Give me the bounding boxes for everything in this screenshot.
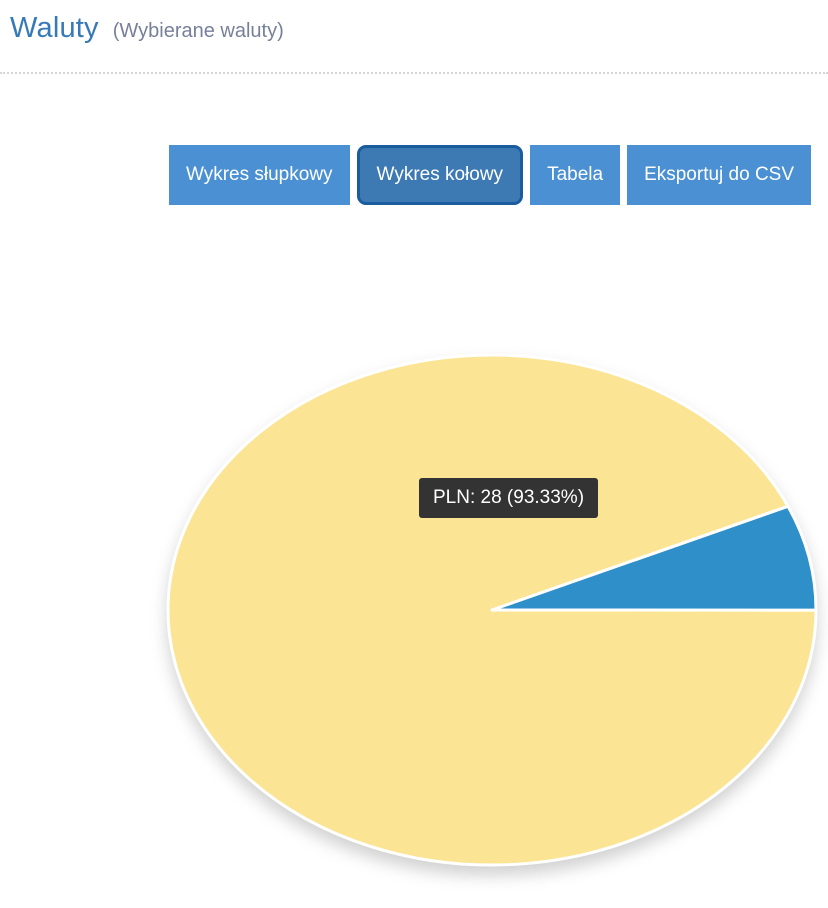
pie-slice-other[interactable]: [490, 504, 818, 612]
page-title: Waluty: [10, 12, 99, 44]
chart-area: PLN: 28 (93.33%): [0, 205, 828, 908]
page-subtitle: (Wybierane waluty): [112, 20, 284, 42]
chart-toolbar: Wykres słupkowy Wykres kołowy Tabela Eks…: [0, 145, 828, 205]
bar-chart-button[interactable]: Wykres słupkowy: [168, 145, 350, 205]
page-header: Waluty (Wybierane waluty): [0, 0, 828, 74]
pie-chart: [166, 353, 818, 867]
export-csv-button[interactable]: Eksportuj do CSV: [627, 145, 812, 205]
table-button[interactable]: Tabela: [530, 145, 621, 205]
pie-chart-button[interactable]: Wykres kołowy: [356, 145, 524, 205]
